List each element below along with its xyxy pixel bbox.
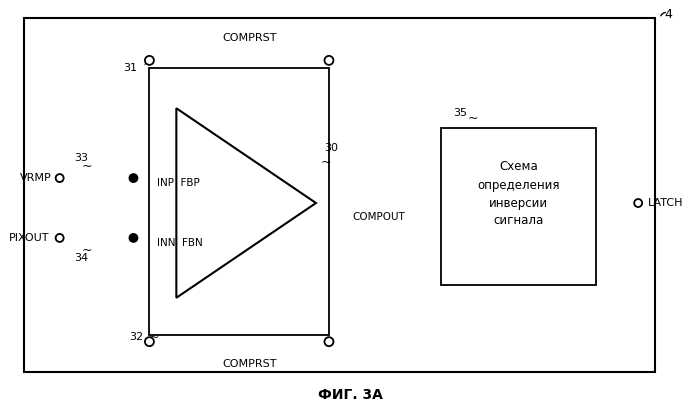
Text: 32: 32 [129,332,143,342]
Bar [150,68,329,335]
Circle shape [324,56,333,65]
Text: LATCH: LATCH [648,198,684,208]
Text: ~: ~ [321,156,331,168]
Text: 35: 35 [454,108,468,118]
Text: INP  FBP: INP FBP [157,178,200,188]
Text: ~: ~ [81,243,92,256]
Text: 34: 34 [75,253,89,263]
Text: 30: 30 [324,143,338,153]
Text: 33: 33 [75,153,89,163]
Text: VRMP: VRMP [20,173,52,183]
Text: определения: определения [477,178,560,191]
Text: COMPRST: COMPRST [222,359,276,369]
Text: ~: ~ [468,112,478,125]
Text: ФИГ. 3А: ФИГ. 3А [319,388,383,401]
Circle shape [56,174,64,182]
Bar [440,128,596,285]
Text: ~: ~ [142,58,152,71]
Text: 31: 31 [124,63,138,73]
Text: сигнала: сигнала [493,215,544,228]
Circle shape [129,234,138,242]
Circle shape [634,199,642,207]
Bar [24,18,655,371]
Circle shape [145,337,154,346]
Text: COMPOUT: COMPOUT [352,212,405,222]
Text: Схема: Схема [499,160,538,173]
Text: PIXOUT: PIXOUT [9,233,50,243]
Text: INN  FBN: INN FBN [157,238,203,248]
Text: COMPRST: COMPRST [222,33,276,43]
Circle shape [324,337,333,346]
Text: ~: ~ [81,160,92,173]
Text: ~: ~ [148,331,159,344]
Circle shape [145,56,154,65]
Text: инверсии: инверсии [489,196,548,210]
Text: 4: 4 [664,8,672,21]
Circle shape [56,234,64,242]
Circle shape [129,174,138,182]
